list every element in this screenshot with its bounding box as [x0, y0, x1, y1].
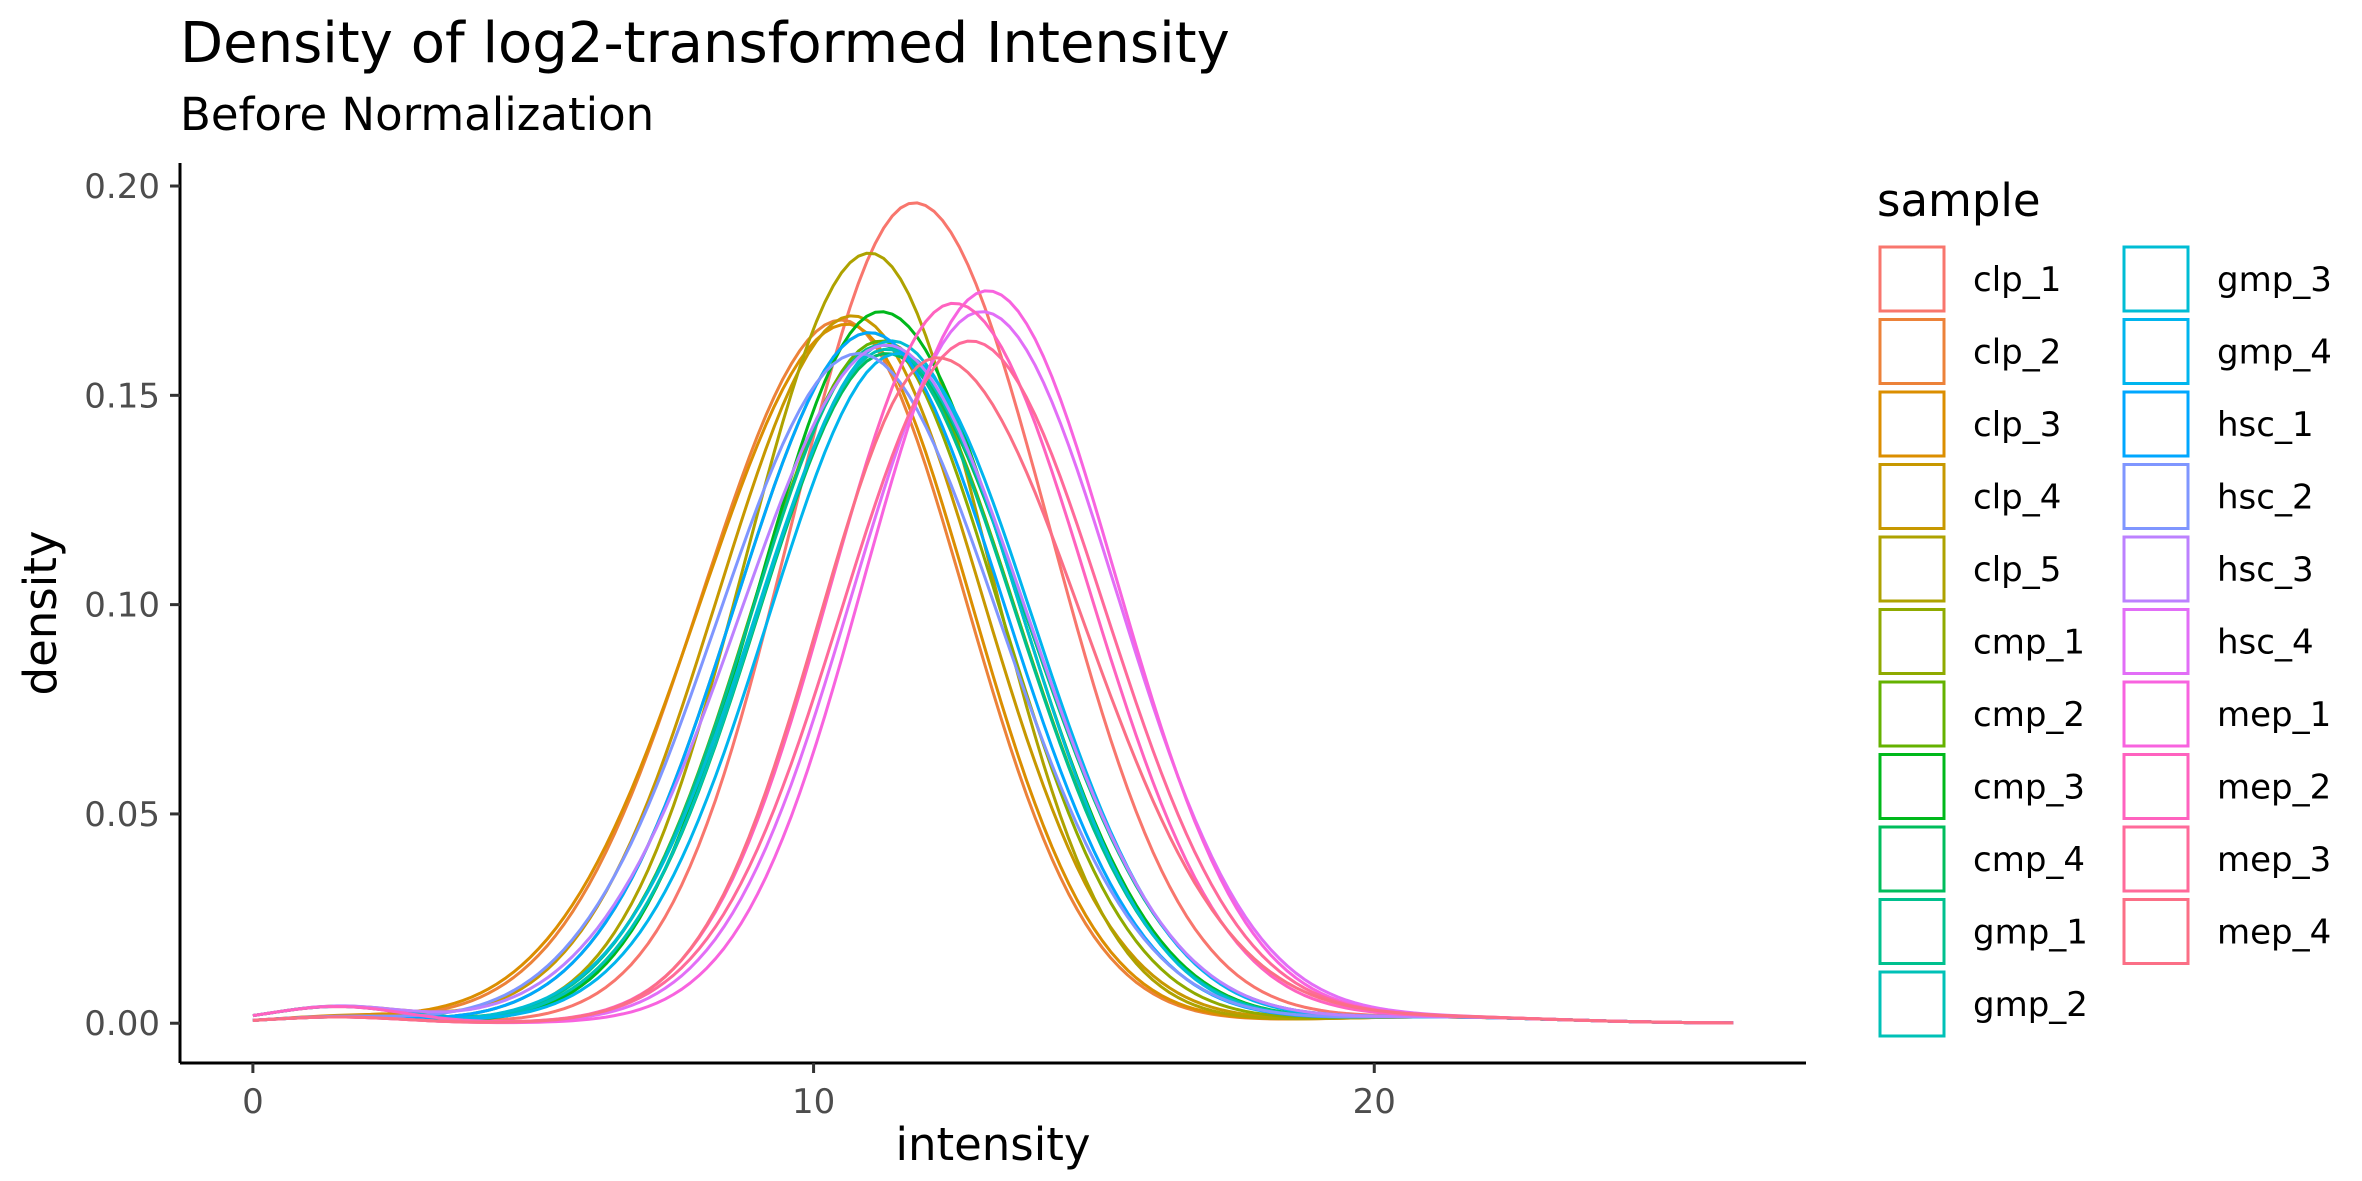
legend-label: gmp_4 — [2217, 333, 2332, 373]
legend-key — [1878, 825, 1946, 893]
density-curves — [252, 201, 1734, 1025]
legend-item-hsc_4: hsc_4 — [2122, 608, 2314, 675]
legend-item-cmp_1: cmp_1 — [1878, 608, 2085, 675]
legend-label: mep_2 — [2217, 768, 2331, 808]
y-tick-label: 0.00 — [84, 1004, 160, 1044]
legend-key — [2122, 535, 2190, 603]
legend-label: mep_3 — [2217, 840, 2331, 880]
series-line-gmp_2 — [252, 347, 1734, 1025]
legend-key — [1878, 390, 1946, 458]
series-line-clp_3 — [252, 322, 1734, 1025]
legend-item-cmp_2: cmp_2 — [1878, 680, 2085, 748]
series-line-mep_4 — [252, 356, 1734, 1025]
series-line-cmp_3 — [252, 310, 1734, 1025]
legend-label: clp_4 — [1973, 478, 2061, 518]
legend-label: gmp_1 — [1973, 913, 2088, 953]
legend-key — [1878, 463, 1946, 530]
legend-item-gmp_4: gmp_4 — [2122, 318, 2332, 385]
x-tick-label: 0 — [242, 1082, 264, 1122]
legend-item-cmp_3: cmp_3 — [1878, 753, 2085, 820]
series-line-mep_2 — [252, 301, 1734, 1025]
series-line-clp_1 — [252, 201, 1734, 1025]
legend-item-clp_2: clp_2 — [1878, 318, 2061, 385]
x-tick-label: 20 — [1353, 1082, 1396, 1122]
legend-key — [1878, 608, 1946, 675]
legend-key — [2122, 753, 2190, 820]
legend-item-hsc_1: hsc_1 — [2122, 390, 2314, 458]
series-line-clp_5 — [252, 251, 1734, 1025]
x-axis-ticks: 0 10 20 — [242, 1063, 1396, 1122]
plot-area: 0.00 0.05 0.10 0.15 0.20 0 10 20 — [84, 163, 1806, 1122]
legend-key — [2122, 390, 2190, 458]
series-line-hsc_3 — [252, 343, 1734, 1025]
y-tick-label: 0.10 — [84, 586, 160, 626]
legend-label: cmp_1 — [1973, 623, 2085, 663]
series-line-gmp_3 — [252, 339, 1734, 1025]
y-tick-label: 0.05 — [84, 795, 160, 835]
legend-label: clp_1 — [1973, 260, 2061, 300]
legend-item-clp_4: clp_4 — [1878, 463, 2061, 530]
series-line-cmp_2 — [252, 339, 1734, 1025]
legend-label: mep_4 — [2217, 913, 2331, 953]
legend-item-mep_4: mep_4 — [2122, 898, 2331, 965]
legend-key — [2122, 608, 2190, 675]
legend-key — [2122, 825, 2190, 893]
legend-item-clp_3: clp_3 — [1878, 390, 2061, 458]
legend-key — [1878, 970, 1946, 1038]
legend-item-gmp_1: gmp_1 — [1878, 898, 2088, 965]
x-tick-label: 10 — [792, 1082, 835, 1122]
legend-key — [1878, 753, 1946, 820]
legend-title: sample — [1877, 174, 2041, 227]
legend-key — [2122, 463, 2190, 530]
legend-key — [1878, 318, 1946, 385]
legend-label: hsc_3 — [2217, 550, 2314, 590]
x-axis-title: intensity — [895, 1118, 1090, 1171]
series-line-mep_1 — [252, 289, 1734, 1025]
legend-key — [2122, 898, 2190, 965]
legend-label: clp_3 — [1973, 405, 2061, 445]
chart-title: Density of log2-transformed Intensity — [180, 11, 1230, 76]
legend-item-gmp_2: gmp_2 — [1878, 970, 2088, 1038]
legend-label: clp_2 — [1973, 333, 2061, 373]
legend-key — [2122, 680, 2190, 748]
legend-key — [1878, 680, 1946, 748]
legend-item-clp_5: clp_5 — [1878, 535, 2061, 603]
legend-item-hsc_3: hsc_3 — [2122, 535, 2314, 603]
series-line-clp_4 — [252, 314, 1734, 1025]
legend-key — [2122, 245, 2190, 313]
legend-label: cmp_3 — [1973, 768, 2085, 808]
legend-label: hsc_1 — [2217, 405, 2314, 445]
legend-label: gmp_3 — [2217, 260, 2332, 300]
y-axis-ticks: 0.00 0.05 0.10 0.15 0.20 — [84, 167, 180, 1044]
legend-item-gmp_3: gmp_3 — [2122, 245, 2332, 313]
y-tick-label: 0.15 — [84, 376, 160, 416]
legend-item-mep_3: mep_3 — [2122, 825, 2331, 893]
legend-item-mep_1: mep_1 — [2122, 680, 2331, 748]
legend-key — [1878, 535, 1946, 603]
legend-label: gmp_2 — [1973, 985, 2088, 1025]
series-line-mep_3 — [252, 339, 1734, 1025]
legend-key — [1878, 245, 1946, 313]
legend-label: cmp_2 — [1973, 695, 2085, 735]
y-tick-label: 0.20 — [84, 167, 160, 207]
legend-label: hsc_2 — [2217, 478, 2314, 518]
legend-label: cmp_4 — [1973, 840, 2085, 880]
legend-item-clp_1: clp_1 — [1878, 245, 2061, 313]
chart-subtitle: Before Normalization — [180, 88, 654, 141]
legend-item-hsc_2: hsc_2 — [2122, 463, 2314, 530]
legend: sample clp_1 clp_2 clp_3 clp_4 clp_5 cmp_1cmp… — [1877, 174, 2332, 1038]
series-line-hsc_4 — [252, 310, 1734, 1025]
legend-item-cmp_4: cmp_4 — [1878, 825, 2085, 893]
legend-label: mep_1 — [2217, 695, 2331, 735]
legend-label: hsc_4 — [2217, 623, 2314, 663]
legend-item-mep_2: mep_2 — [2122, 753, 2331, 820]
y-axis-title: density — [14, 531, 67, 696]
series-line-gmp_1 — [252, 343, 1734, 1025]
legend-key — [1878, 898, 1946, 965]
legend-key — [2122, 318, 2190, 385]
legend-label: clp_5 — [1973, 550, 2061, 590]
